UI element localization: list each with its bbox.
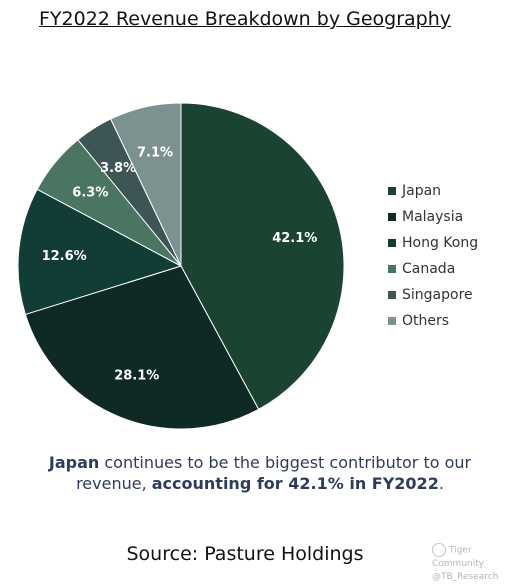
caption-highlight-2: accounting for 42.1% in FY2022 <box>151 474 439 493</box>
pie-slice-malaysia <box>24 265 260 430</box>
watermark: Tiger Community @TB_Research <box>432 543 512 584</box>
data-label-others: 7.1% <box>137 146 173 161</box>
caption-text-1: continues to be the biggest contributor … <box>76 453 472 493</box>
legend-label: Canada <box>402 261 456 277</box>
legend-label: Others <box>402 313 450 329</box>
caption: Japan continues to be the biggest contri… <box>30 452 490 494</box>
data-label-hong-kong: 12.6% <box>42 249 87 264</box>
tiger-logo-icon <box>432 543 446 557</box>
legend-swatch <box>388 265 396 273</box>
source-note: Source: Pasture Holdings <box>126 543 364 565</box>
pie-chart: 42.1% 28.1% 12.6% 6.3% 3.8%7.1% <box>17 102 345 430</box>
data-label-canada: 6.3% <box>72 185 108 200</box>
legend-item-others: Others <box>388 308 478 334</box>
legend-swatch <box>388 317 396 325</box>
legend-label: Hong Kong <box>402 235 479 251</box>
legend-label: Singapore <box>402 287 473 303</box>
caption-text-2: . <box>438 474 444 493</box>
data-label-malaysia: 28.1% <box>114 369 159 384</box>
legend-item-japan: Japan <box>388 178 478 204</box>
caption-highlight-1: Japan <box>48 453 100 472</box>
pie-slice-japan <box>180 102 345 411</box>
watermark-line1: Tiger Community <box>432 545 485 569</box>
watermark-line2: @TB_Research <box>432 571 499 582</box>
pie-slice-others <box>110 102 182 267</box>
legend-swatch <box>388 213 396 221</box>
data-label-japan: 42.1% <box>272 231 317 246</box>
legend-swatch <box>388 239 396 247</box>
legend-item-canada: Canada <box>388 256 478 282</box>
legend-item-hong-kong: Hong Kong <box>388 230 478 256</box>
legend-swatch <box>388 187 396 195</box>
legend-label: Malaysia <box>402 209 464 225</box>
legend-item-malaysia: Malaysia <box>388 204 478 230</box>
legend-swatch <box>388 291 396 299</box>
data-label-singapore: 3.8% <box>100 161 136 176</box>
legend: Japan Malaysia Hong Kong Canada Singapore Oth… <box>388 178 478 334</box>
pie-slice-hong-kong <box>17 188 183 316</box>
chart-title: FY2022 Revenue Breakdown by Geography <box>38 8 452 30</box>
legend-label: Japan <box>402 183 442 199</box>
legend-item-singapore: Singapore <box>388 282 478 308</box>
